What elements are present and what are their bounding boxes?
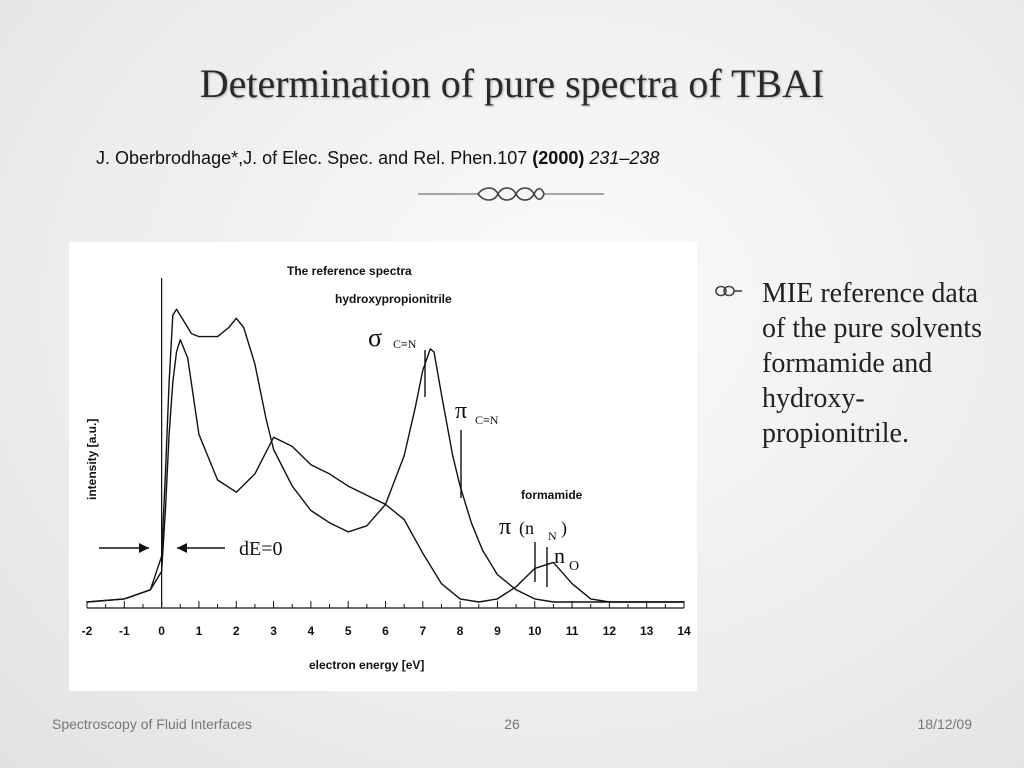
x-tick-label: 0 xyxy=(158,624,165,638)
right-arrow-icon xyxy=(177,543,225,553)
y-axis-label: intensity [a.u.] xyxy=(85,419,99,500)
link-bullet-icon xyxy=(715,285,742,297)
series-line-formamide xyxy=(86,339,684,603)
bullet-text: MIE reference data of the pure solvents … xyxy=(762,278,983,449)
citation-year: (2000) xyxy=(532,148,585,168)
pi-n-close: ) xyxy=(561,518,567,539)
sigma-subscript: C≡N xyxy=(393,337,417,351)
pi-n-paren: (n xyxy=(519,518,534,539)
pi-n-subscript: N xyxy=(548,529,557,543)
footer-course: Spectroscopy of Fluid Interfaces xyxy=(52,716,252,732)
series-line-hydroxypropionitrile xyxy=(86,308,684,603)
citation-pages: 231–238 xyxy=(589,148,660,168)
citation: J. Oberbrodhage*,J. of Elec. Spec. and R… xyxy=(96,148,916,169)
pi-cn-subscript: C≡N xyxy=(475,413,499,427)
x-axis-label: electron energy [eV] xyxy=(309,658,424,672)
x-tick-label: 12 xyxy=(603,624,617,638)
x-tick-label: -1 xyxy=(119,624,130,638)
x-tick-label: 7 xyxy=(419,624,426,638)
n-o-annotation: n xyxy=(554,543,565,568)
x-tick-label: 11 xyxy=(566,624,579,638)
left-arrow-icon xyxy=(99,543,149,553)
x-tick-label: -2 xyxy=(82,624,93,638)
series-label-formamide: formamide xyxy=(521,488,583,502)
x-tick-label: 14 xyxy=(677,624,691,638)
divider-ornament xyxy=(418,187,604,201)
n-o-subscript: O xyxy=(569,559,579,574)
x-tick-label: 1 xyxy=(196,624,203,638)
x-tick-label: 3 xyxy=(270,624,277,638)
x-tick-label: 8 xyxy=(457,624,464,638)
spectra-chart: -2 -1 0 1 2 3 4 5 6 7 8 9 10 11 12 13 14 The reference s… xyxy=(82,264,691,672)
footer-date: 18/12/09 xyxy=(917,716,973,732)
series-label-hydroxypropionitrile: hydroxypropionitrile xyxy=(335,292,452,306)
x-axis: -2 -1 0 1 2 3 4 5 6 7 8 9 10 11 12 13 14 xyxy=(82,278,691,638)
citation-authors: J. Oberbrodhage*,J. of Elec. Spec. and R… xyxy=(96,148,528,168)
x-tick-label: 5 xyxy=(345,624,352,638)
x-tick-label: 2 xyxy=(233,624,240,638)
x-tick-label: 9 xyxy=(494,624,501,638)
footer-page-number: 26 xyxy=(504,716,520,732)
pi-n-annotation: π xyxy=(499,514,511,540)
slide-title: Determination of pure spectra of TBAI xyxy=(199,61,825,106)
pi-cn-annotation: π xyxy=(455,398,467,424)
spectra-figure: -2 -1 0 1 2 3 4 5 6 7 8 9 10 11 12 13 14 The reference s… xyxy=(69,242,697,691)
series-group xyxy=(86,308,684,603)
chart-heading: The reference spectra xyxy=(287,264,412,278)
x-tick-label: 6 xyxy=(382,624,389,638)
x-tick-label: 10 xyxy=(528,624,542,638)
sigma-annotation: σ xyxy=(368,323,382,352)
de-annotation: dE=0 xyxy=(239,538,283,560)
x-tick-label: 4 xyxy=(308,624,315,638)
x-tick-label: 13 xyxy=(640,624,654,638)
